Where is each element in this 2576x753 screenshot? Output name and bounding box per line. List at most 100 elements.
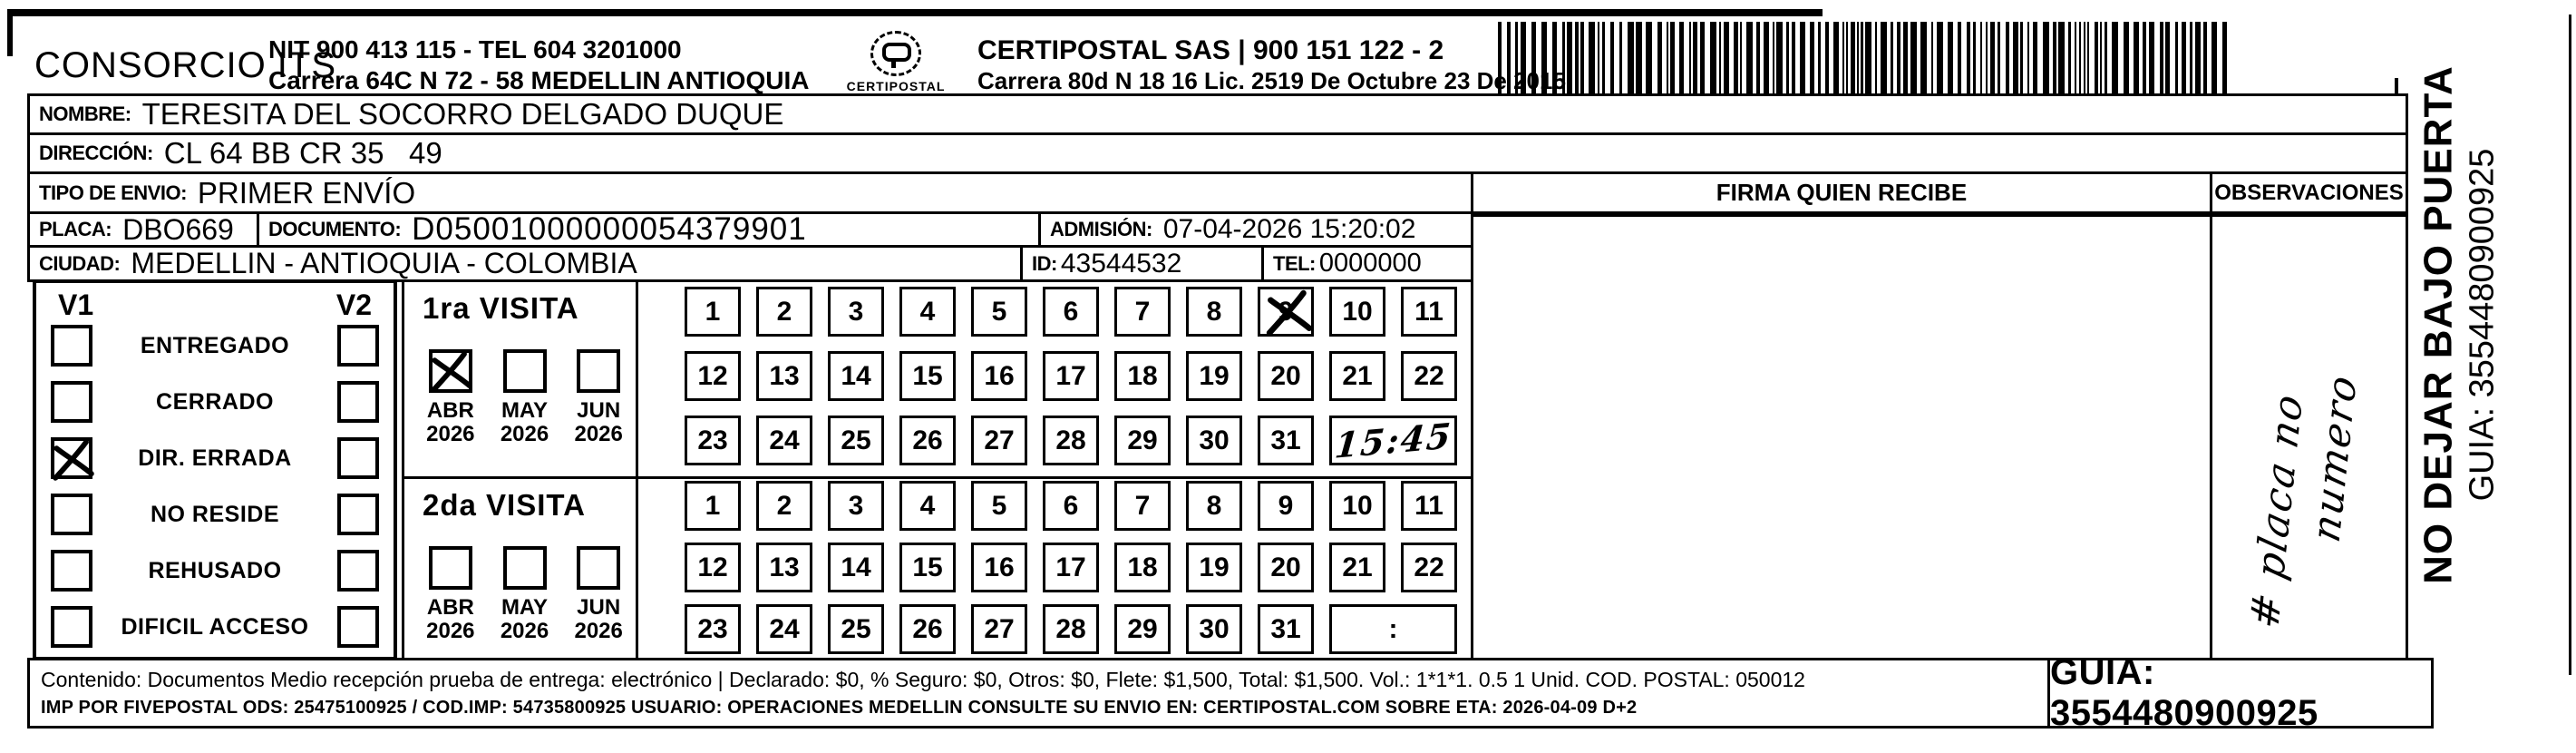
footer-info: Contenido: Documentos Medio recepción pr… [27, 658, 2050, 729]
v1-checkbox [51, 550, 92, 592]
day-cell: 2 [756, 287, 812, 337]
month-label: JUN [577, 398, 621, 423]
field-tipo-envio: TIPO DE ENVIO: PRIMER ENVÍO [27, 171, 1473, 214]
certipostal-license-line: Carrera 80d N 18 16 Lic. 2519 De Octubre… [977, 67, 1566, 94]
day-cell: 23 [685, 604, 741, 654]
month-option: ABR 2026 [413, 546, 488, 644]
side-guia-number: GUIA: 3554480900925 [2463, 148, 2502, 502]
day-cell: 12 [685, 351, 741, 401]
day-cell: 3 [828, 287, 884, 337]
second-visit-panel: 2da VISITA ABR 2026 MAY 2026 JUN 2026 [402, 476, 638, 660]
day-cell: 26 [899, 416, 956, 465]
day-cell: 3 [828, 481, 884, 531]
day-cell: 23 [685, 416, 741, 465]
month-checkbox [428, 349, 472, 393]
day-cell: 17 [1043, 543, 1099, 592]
day-cell: 11 [1401, 287, 1457, 337]
month-year-label: 2026 [500, 422, 549, 447]
month-option: ABR 2026 [413, 349, 488, 447]
day-cell: 5 [971, 481, 1027, 531]
day-cell: 2 [756, 481, 812, 531]
side-note-rotated: NO DEJAR BAJO PUERTA GUIA: 3554480900925 [2416, 53, 2503, 597]
day-cell: 1 [685, 287, 741, 337]
day-cell: 6 [1043, 481, 1099, 531]
handwritten-x-mark [431, 351, 472, 393]
second-visit-day-grid: 1 2 3 4 5 6 7 8 9 10 11 12 13 14 15 16 17 18 19 20 21 22 23 24 2… [685, 481, 1457, 654]
observaciones-column-header: OBSERVACIONES [2210, 171, 2408, 214]
field-tel: TEL: 0000000 [1261, 245, 1473, 282]
field-value: D05001000000054379901 [412, 211, 807, 247]
v1-checkbox [51, 381, 92, 423]
firma-column-header: FIRMA QUIEN RECIBE [1471, 171, 2212, 214]
v1-checkbox [51, 437, 94, 481]
day-cell: 24 [756, 416, 812, 465]
month-checkbox [577, 349, 621, 393]
field-label: CIUDAD: [39, 251, 121, 275]
signature-area [1471, 214, 2212, 660]
company-nit-line: NIT 900 413 115 - TEL 604 3201000 [268, 35, 682, 64]
day-cell: 22 [1401, 543, 1457, 592]
day-cell: 27 [971, 416, 1027, 465]
visit1-column-label: V1 [58, 288, 94, 321]
day-cell: 27 [971, 604, 1027, 654]
field-value: PRIMER ENVÍO [197, 175, 416, 210]
day-cell: 1 [685, 481, 741, 531]
status-label: REHUSADO [148, 557, 282, 583]
status-row: ENTREGADO [51, 325, 379, 367]
status-row: NO RESIDE [51, 494, 379, 535]
day-cell: 8 [1186, 287, 1242, 337]
day-cell: 22 [1401, 351, 1457, 401]
status-label: CERRADO [156, 388, 274, 415]
field-label: DOCUMENTO: [268, 218, 402, 240]
v2-checkbox [337, 494, 379, 535]
month-checkbox [428, 546, 472, 590]
field-label: ADMISIÓN: [1050, 218, 1152, 240]
first-visit-panel: 1ra VISITA ABR 2026 MAY 2026 JUN 2026 [402, 279, 638, 479]
day-cell: 21 [1329, 543, 1385, 592]
month-label: MAY [501, 595, 549, 620]
day-cell: 4 [899, 481, 956, 531]
scan-artifact-right [2569, 15, 2571, 675]
day-cell: 15 [899, 543, 956, 592]
month-year-label: 2026 [426, 619, 475, 644]
field-ciudad: CIUDAD: MEDELLIN - ANTIOQUIA - COLOMBIA [27, 245, 1023, 282]
day-cell: 25 [828, 416, 884, 465]
month-option: JUN 2026 [561, 546, 636, 644]
month-year-label: 2026 [426, 422, 475, 447]
day-cell: 16 [971, 543, 1027, 592]
company-address-line: Carrera 64C N 72 - 58 MEDELLIN ANTIOQUIA [268, 65, 810, 94]
field-value: 0000000 [1318, 249, 1422, 278]
month-option: JUN 2026 [561, 349, 636, 447]
visit2-column-label: V2 [335, 288, 372, 321]
day-cell: 5 [971, 287, 1027, 337]
day-cell: 26 [899, 604, 956, 654]
day-cell: 21 [1329, 351, 1385, 401]
guia-number-box: GUIA: 3554480900925 [2047, 652, 2434, 733]
month-label: ABR [426, 595, 474, 620]
v1-checkbox [51, 606, 92, 648]
month-label: MAY [501, 398, 549, 423]
field-value: TERESITA DEL SOCORRO DELGADO DUQUE [141, 97, 784, 131]
time-cell: : [1329, 604, 1457, 654]
field-label: ID: [1032, 251, 1057, 275]
day-cell: 31 [1258, 604, 1314, 654]
time-cell: 15:45 [1329, 415, 1457, 466]
day-cell: 14 [828, 351, 884, 401]
month-option: MAY 2026 [488, 546, 562, 644]
scan-artifact-left [7, 9, 13, 56]
field-placa: PLACA: DBO669 [27, 211, 259, 248]
observaciones-area [2210, 214, 2408, 660]
month-year-label: 2026 [574, 422, 623, 447]
certipostal-company-line: CERTIPOSTAL SAS | 900 151 122 - 2 [977, 35, 1444, 65]
day-cell: 18 [1114, 351, 1171, 401]
first-visit-title: 1ra VISITA [423, 291, 579, 325]
status-label: DIFICIL ACCESO [121, 613, 309, 640]
company-name: CONSORCIO ITS [34, 45, 337, 85]
day-cell: 20 [1258, 543, 1314, 592]
field-value: 43544532 [1060, 248, 1182, 279]
month-year-label: 2026 [500, 619, 549, 644]
v2-checkbox [337, 325, 379, 367]
scan-artifact-hook [2395, 78, 2398, 95]
day-cell: 28 [1043, 416, 1099, 465]
